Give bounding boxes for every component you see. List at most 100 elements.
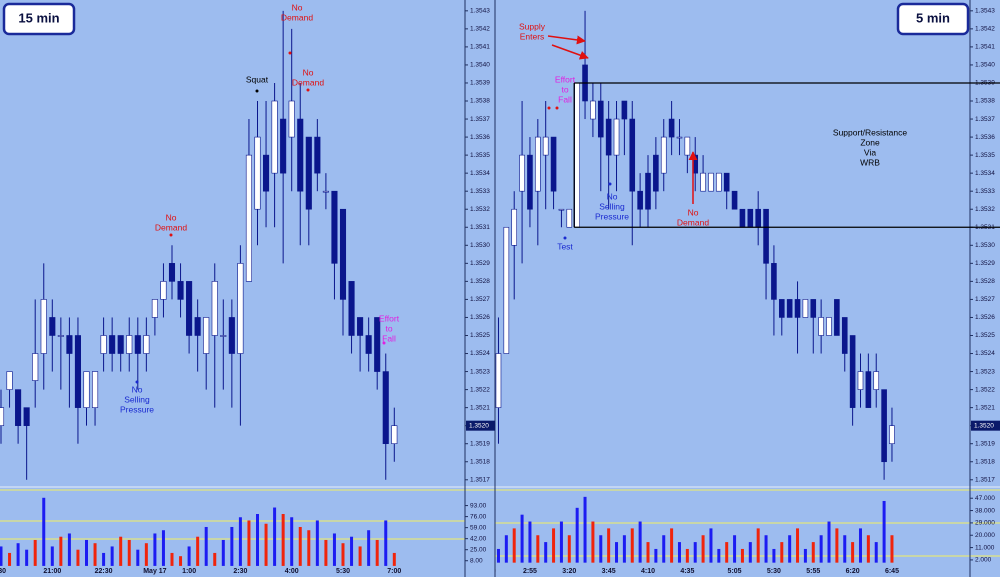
annotation-dot	[382, 341, 386, 345]
y-tick-label: 1.3536	[975, 134, 995, 141]
volume-bar	[16, 543, 20, 566]
annotation: Selling	[599, 201, 625, 211]
x-tick-label: 5:55	[806, 568, 820, 575]
volume-bar	[874, 542, 878, 563]
candle-body	[605, 118, 612, 156]
volume-bar	[693, 542, 697, 563]
y-tick-label: 1.3528	[470, 278, 490, 285]
annotation-dot	[135, 380, 139, 384]
candle-body	[778, 299, 785, 318]
y-tick-label: 1.3540	[975, 62, 995, 69]
volume-bar	[196, 536, 200, 566]
candle-body	[527, 154, 533, 210]
candle-body	[550, 136, 557, 192]
title-box	[2, 2, 76, 36]
y-tick-label: 1.3517	[470, 477, 490, 484]
annotation: Test	[557, 241, 573, 251]
volume-bar	[607, 528, 611, 563]
volume-bar	[843, 535, 847, 563]
candle-body	[881, 389, 887, 463]
volume-bar	[733, 535, 737, 563]
y-tick-label: 1.3530	[470, 242, 490, 249]
y-tick-label: 1.3518	[975, 458, 995, 465]
volume-bar	[756, 528, 760, 563]
candle-body	[857, 371, 864, 390]
candle-body	[613, 118, 620, 156]
x-tick-label: 4:35	[680, 568, 694, 575]
candle-body	[763, 208, 769, 264]
volume-bar	[512, 528, 516, 563]
volume-bar	[264, 523, 268, 566]
annotation: to	[385, 323, 392, 333]
candle-body	[23, 407, 30, 426]
volume-bar	[583, 496, 587, 563]
candle-body	[889, 425, 895, 445]
annotation-dot	[169, 233, 173, 237]
volume-tick-label: 93.00	[470, 502, 487, 509]
y-tick-label: 1.3527	[470, 296, 490, 303]
candle-body	[0, 407, 5, 426]
candle-body	[262, 154, 270, 192]
volume-bar	[646, 542, 650, 563]
candle-body	[841, 317, 848, 354]
y-tick-label: 1.3543	[975, 8, 995, 15]
candle-body	[49, 317, 56, 336]
volume-bar	[127, 539, 131, 566]
volume-tick-label: 59.00	[470, 524, 487, 531]
annotation: Zone	[860, 137, 880, 147]
annotation: Fall	[558, 94, 572, 104]
volume-bar	[827, 521, 831, 563]
volume-bar	[670, 528, 674, 563]
y-tick-label: 1.3539	[470, 80, 490, 87]
volume-bar	[796, 528, 800, 563]
volume-tick-label: 47.000	[975, 495, 995, 502]
x-tick-label: :30	[486, 568, 496, 575]
candle-body	[834, 299, 840, 336]
x-tick-label: 21:00	[43, 568, 61, 575]
y-tick-label: 1.3543	[470, 8, 490, 15]
volume-bar	[685, 548, 689, 563]
volume-bar	[780, 542, 784, 563]
volume-tick-label: 76.00	[470, 513, 487, 520]
y-tick-label: 1.3536	[470, 134, 490, 141]
volume-bar	[238, 517, 242, 566]
volume-bar	[25, 549, 29, 566]
candle-body	[731, 190, 738, 210]
volume-bar	[247, 520, 251, 566]
candle-body	[92, 371, 99, 408]
annotation: Demand	[155, 222, 187, 232]
candle-body	[621, 100, 628, 120]
annotation: Demand	[281, 12, 313, 22]
annotation: Supply	[519, 21, 546, 31]
volume-bar	[290, 517, 294, 566]
y-tick-label: 1.3542	[470, 26, 490, 33]
x-tick-label: 22:30	[95, 568, 113, 575]
volume-bar	[273, 507, 277, 566]
volume-bar	[8, 552, 12, 566]
candle-body	[716, 172, 722, 192]
y-tick-label: 1.3541	[470, 44, 490, 51]
y-tick-label: 1.3535	[470, 152, 490, 159]
y-tick-label: 1.3522	[975, 386, 995, 393]
y-tick-label: 1.3524	[975, 350, 995, 357]
volume-tick-label: 2.000	[975, 557, 992, 564]
y-tick-label: 1.3532	[470, 206, 490, 213]
volume-bar	[153, 533, 157, 566]
volume-bar	[67, 533, 71, 566]
volume-bar	[350, 536, 354, 566]
candle-body	[503, 226, 510, 354]
volume-bar	[575, 507, 579, 563]
candle-body	[849, 335, 856, 408]
volume-bar	[567, 535, 571, 563]
candle-body	[66, 335, 73, 354]
volume-bar	[709, 528, 713, 563]
volume-bar	[341, 543, 345, 566]
annotation: Effort	[555, 74, 576, 84]
y-tick-label: 1.3538	[975, 98, 995, 105]
candle-body	[668, 118, 675, 138]
y-tick-label: 1.3534	[470, 170, 490, 177]
volume-bar	[851, 542, 855, 563]
candle-body	[873, 371, 880, 390]
candle-body	[339, 208, 347, 300]
